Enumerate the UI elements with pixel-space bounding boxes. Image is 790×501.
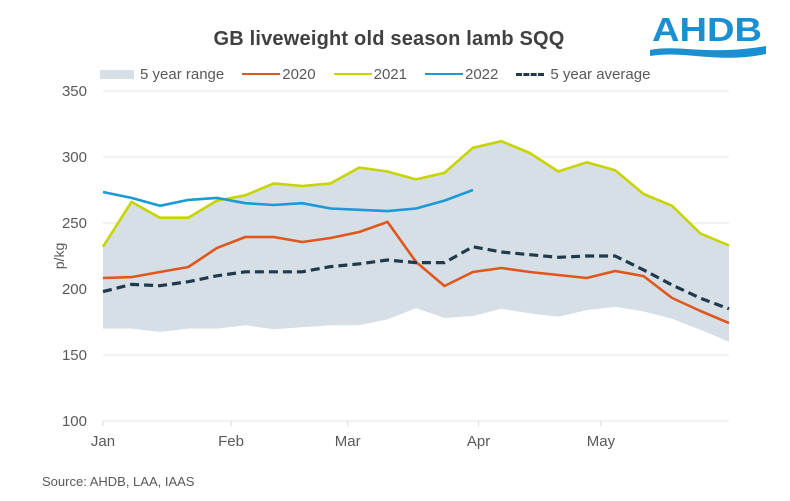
chart-title: GB liveweight old season lamb SQQ <box>0 28 790 51</box>
legend-label-2022: 2022 <box>464 65 499 83</box>
series-lines <box>101 139 730 325</box>
legend-item-2022: 2022 <box>424 65 499 83</box>
source-note: Source: AHDB, LAA, IAAS <box>42 474 195 489</box>
y-tick-label: 300 <box>62 149 87 166</box>
legend-item-2021: 2021 <box>333 65 407 83</box>
x-tick-labels: Jan Feb Mar Apr May <box>91 433 616 450</box>
x-tick-label: Mar <box>335 433 361 450</box>
five-year-range-area <box>103 141 729 342</box>
y-tick-label: 100 <box>62 413 87 430</box>
legend-swatch-range <box>100 69 134 79</box>
legend-label-range: 5 year range <box>140 65 225 83</box>
legend-swatch-average <box>516 72 545 76</box>
logo-text: AHDB <box>652 11 762 48</box>
legend-swatch-2020 <box>242 73 281 75</box>
series-line-5-year-average <box>102 245 730 311</box>
y-tick-label: 250 <box>62 215 87 232</box>
y-tick-label: 350 <box>62 83 87 100</box>
legend-label-average: 5 year average <box>550 65 651 83</box>
legend-label-2020: 2020 <box>282 65 316 83</box>
ahdb-logo: AHDB <box>650 11 766 58</box>
y-tick-label: 150 <box>62 347 87 364</box>
legend-item-2020: 2020 <box>242 65 316 83</box>
y-tick-label: 200 <box>62 281 87 298</box>
legend: 5 year range 2020 2021 2022 5 year avera… <box>100 63 668 85</box>
y-tick-labels: 100 150 200 250 300 350 <box>62 83 87 430</box>
chart-title-text: GB liveweight old season lamb SQQ <box>213 28 565 50</box>
x-tick-label: Apr <box>467 433 490 450</box>
legend-item-range: 5 year range <box>100 66 224 83</box>
legend-swatch-2021 <box>333 73 372 75</box>
legend-swatch-2022 <box>424 73 463 75</box>
y-axis-label: p/kg <box>51 243 67 269</box>
legend-label-2021: 2021 <box>373 65 407 83</box>
series-line-2021 <box>101 139 730 248</box>
x-tick-label: Jan <box>91 433 115 450</box>
x-tick-label: Feb <box>218 433 244 450</box>
x-tick-label: May <box>587 433 616 450</box>
legend-item-average: 5 year average <box>516 66 650 83</box>
logo-wave-icon <box>650 46 766 58</box>
series-line-2022 <box>102 188 474 213</box>
